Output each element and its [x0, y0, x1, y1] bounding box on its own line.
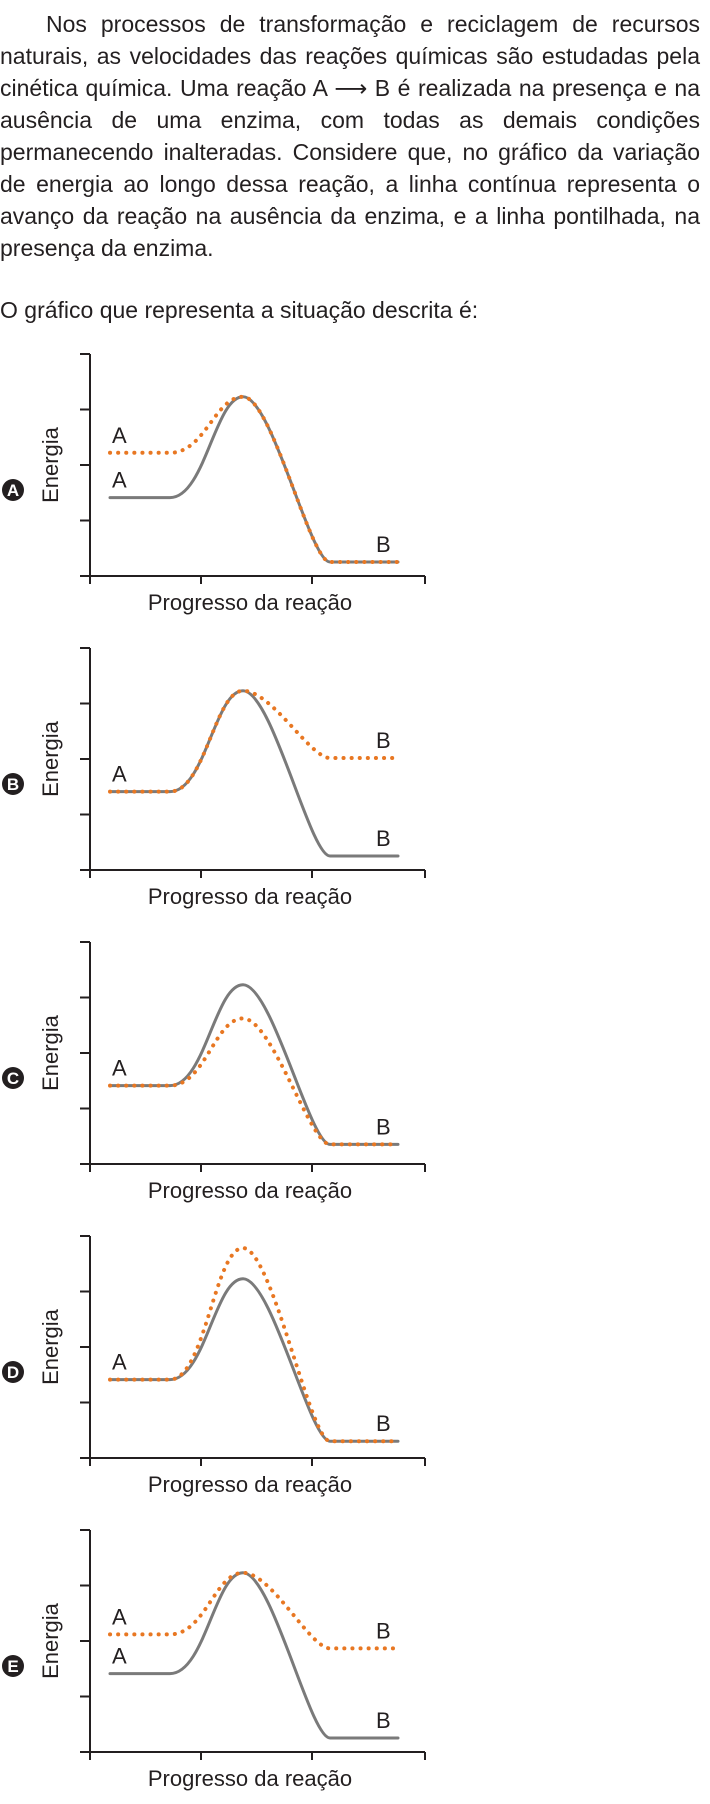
dotted-series-line	[108, 1570, 400, 1651]
solid-series-line	[108, 983, 400, 1146]
reactant-label: A	[112, 1056, 127, 1081]
option-letter: C	[7, 1069, 19, 1088]
chart-svg: Progresso da reação Energia E A B A B	[2, 1529, 426, 1791]
dotted-series-line	[108, 1016, 400, 1147]
reactant-label: A	[112, 1604, 127, 1629]
chart-svg: Progresso da reação Energia C A B	[2, 941, 426, 1203]
chart-svg: Progresso da reação Energia D A B	[2, 1235, 426, 1497]
solid-series-line	[108, 395, 400, 564]
option-letter: E	[7, 1657, 18, 1676]
x-axis-label: Progresso da reação	[148, 1178, 352, 1203]
axes	[89, 1530, 425, 1753]
option-a-chart[interactable]: Progresso da reação Energia A A B A	[0, 338, 450, 628]
solid-series-line	[108, 1571, 400, 1740]
option-letter: D	[7, 1363, 19, 1382]
reactant-label: A	[112, 762, 127, 787]
axes	[89, 354, 425, 577]
solid-series-line	[108, 689, 400, 858]
axes	[89, 942, 425, 1165]
dotted-series-line	[108, 688, 400, 794]
x-axis-label: Progresso da reação	[148, 1472, 352, 1497]
reactant-label: A	[112, 1350, 127, 1375]
product-label: B	[376, 1708, 391, 1733]
option-badge[interactable]: E	[2, 1655, 24, 1677]
question-prompt: O gráfico que representa a situação desc…	[0, 297, 479, 323]
reactant-label: A	[112, 1644, 127, 1669]
option-b-chart[interactable]: Progresso da reação Energia B A B B	[0, 632, 450, 922]
option-e-chart[interactable]: Progresso da reação Energia E A B A B	[0, 1514, 450, 1804]
chart-svg: Progresso da reação Energia B A B B	[2, 647, 426, 909]
product-label: B	[376, 1114, 391, 1139]
y-axis-label: Energia	[38, 426, 63, 503]
question-text-block: Nos processos de transformação e recicla…	[0, 8, 700, 264]
x-axis-label: Progresso da reação	[148, 590, 352, 615]
reactant-label: A	[112, 468, 127, 493]
solid-series-line	[108, 1277, 400, 1443]
option-letter: B	[7, 775, 19, 794]
reactant-label: A	[112, 423, 127, 448]
option-badge[interactable]: B	[2, 773, 24, 795]
y-axis-label: Energia	[38, 1014, 63, 1091]
question-text: Nos processos de transformação e recicla…	[0, 11, 700, 261]
dotted-series-line	[108, 394, 400, 564]
x-axis-label: Progresso da reação	[148, 1766, 352, 1791]
dotted-series-line	[108, 1246, 400, 1444]
option-badge[interactable]: C	[2, 1067, 24, 1089]
option-badge[interactable]: D	[2, 1361, 24, 1383]
product-label: B	[376, 1618, 391, 1643]
y-axis-label: Energia	[38, 720, 63, 797]
option-letter: A	[7, 481, 19, 500]
y-axis-label: Energia	[38, 1308, 63, 1385]
product-label: B	[376, 728, 391, 753]
option-d-chart[interactable]: Progresso da reação Energia D A B	[0, 1220, 450, 1510]
product-label: B	[376, 1411, 391, 1436]
y-axis-label: Energia	[38, 1602, 63, 1679]
x-axis-label: Progresso da reação	[148, 884, 352, 909]
option-c-chart[interactable]: Progresso da reação Energia C A B	[0, 926, 450, 1216]
option-badge[interactable]: A	[2, 479, 24, 501]
product-label: B	[376, 532, 391, 557]
axes	[89, 1236, 425, 1459]
product-label: B	[376, 826, 391, 851]
